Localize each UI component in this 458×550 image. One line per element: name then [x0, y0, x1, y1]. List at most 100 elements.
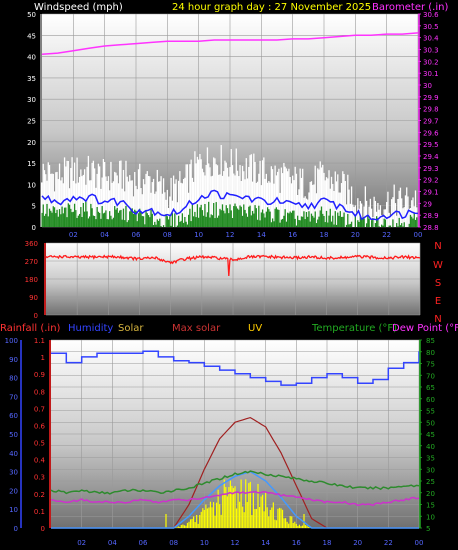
temp-y-tick: 60	[426, 396, 435, 404]
humidity-line	[51, 350, 420, 386]
wind-x-tick: 02	[69, 231, 78, 239]
wind-y-tick: 5	[32, 203, 36, 211]
rain-y-tick: 1.1	[34, 337, 45, 345]
rain-y-tick: 1	[41, 354, 45, 362]
compass-letter: S	[435, 278, 441, 289]
baro-y-tick: 29.7	[423, 118, 439, 126]
humidity-y-tick: 70	[9, 393, 18, 401]
temp-y-tick: 35	[426, 455, 435, 463]
dewpoint-title: Dew Point (°F)	[392, 323, 458, 334]
solar-title: Solar	[118, 323, 144, 334]
wind-x-tick: 16	[288, 231, 297, 239]
humidity-y-tick: 20	[9, 487, 18, 495]
temp-y-tick: 70	[426, 372, 435, 380]
wind-x-tick: 12	[226, 231, 235, 239]
multi-x-tick: 02	[77, 539, 86, 547]
wind-y-tick: 50	[27, 11, 36, 19]
wind-y-tick: 35	[27, 75, 36, 83]
temp-y-tick: 65	[426, 384, 435, 392]
wind-y-tick: 0	[32, 224, 36, 232]
baro-y-tick: 29.4	[423, 153, 439, 161]
temp-y-tick: 40	[426, 443, 435, 451]
rain-y-tick: 0.5	[34, 440, 45, 448]
wind-y-tick: 15	[27, 160, 36, 168]
baro-y-tick: 30.3	[423, 47, 439, 55]
compass-letter: N	[434, 241, 441, 252]
wind-x-tick: 18	[320, 231, 329, 239]
maxsolar-title: Max solar	[172, 323, 221, 334]
temp-y-tick: 30	[426, 466, 435, 474]
wind-y-tick: 40	[27, 54, 36, 62]
multi-x-tick: 06	[139, 539, 148, 547]
direction-y-tick: 0	[34, 312, 38, 320]
temp-y-tick: 85	[426, 337, 435, 345]
wind-y-tick: 25	[27, 118, 36, 126]
rain-y-tick: 0.7	[34, 405, 45, 413]
multi-x-tick: 04	[108, 539, 117, 547]
temperature-line	[50, 470, 420, 495]
humidity-y-tick: 100	[5, 337, 18, 345]
baro-y-tick: 29.1	[423, 189, 439, 197]
wind-speed-line	[41, 189, 419, 221]
humidity-y-tick: 60	[9, 412, 18, 420]
humidity-y-tick: 90	[9, 356, 18, 364]
rain-title: Rainfall (.in)	[0, 323, 61, 334]
compass-letter: W	[433, 260, 443, 271]
temperature-title: Temperature (°F)	[311, 323, 397, 334]
baro-y-tick: 29.6	[423, 129, 439, 137]
wind-panel: Windspeed (mph) 24 hour graph day : 27 N…	[27, 2, 448, 239]
humidity-y-tick: 80	[9, 375, 18, 383]
multi-x-tick: 12	[231, 539, 240, 547]
humidity-y-tick: 0	[14, 525, 18, 533]
rain-y-tick: 0.2	[34, 491, 45, 499]
compass-letter: N	[434, 314, 441, 325]
baro-y-tick: 30.5	[423, 23, 439, 31]
baro-y-tick: 29.2	[423, 177, 439, 185]
temp-y-tick: 80	[426, 349, 435, 357]
rain-y-tick: 0.9	[34, 371, 45, 379]
multi-x-tick: 16	[292, 539, 301, 547]
wind-title: Windspeed (mph)	[34, 2, 123, 13]
wind-x-tick: 00	[414, 231, 423, 239]
humidity-y-tick: 30	[9, 469, 18, 477]
rain-y-tick: 0.6	[34, 422, 46, 430]
uv-title: UV	[248, 323, 262, 334]
temp-y-tick: 45	[426, 431, 435, 439]
multi-x-tick: 08	[169, 539, 178, 547]
multi-x-tick: 10	[200, 539, 209, 547]
baro-y-tick: 30.4	[423, 35, 439, 43]
wind-x-tick: 14	[257, 231, 266, 239]
wind-y-tick: 45	[27, 32, 36, 40]
wind-x-tick: 20	[351, 231, 360, 239]
uv-line	[51, 470, 419, 529]
wind-x-tick: 22	[382, 231, 391, 239]
direction-y-tick: 90	[29, 294, 38, 302]
temp-y-tick: 50	[426, 419, 435, 427]
dew-point-line	[50, 491, 420, 507]
baro-y-tick: 28.9	[423, 212, 439, 220]
baro-y-tick: 29	[423, 200, 432, 208]
multi-x-tick: 20	[353, 539, 362, 547]
wind-x-tick: 06	[132, 231, 141, 239]
wind-y-tick: 20	[27, 139, 36, 147]
baro-y-tick: 30.6	[423, 11, 439, 19]
temp-y-tick: 25	[426, 478, 435, 486]
baro-y-tick: 30	[423, 82, 432, 90]
direction-y-tick: 270	[25, 258, 38, 266]
rain-y-tick: 0.3	[34, 474, 45, 482]
temp-y-tick: 15	[426, 502, 435, 510]
humidity-y-tick: 50	[9, 431, 18, 439]
direction-y-tick: 360	[25, 240, 38, 248]
date-title: 24 hour graph day : 27 November 2025	[172, 2, 371, 13]
baro-y-tick: 30.2	[423, 58, 439, 66]
multi-x-tick: 00	[415, 539, 424, 547]
direction-y-tick: 180	[25, 276, 38, 284]
temp-y-tick: 10	[426, 513, 435, 521]
rain-y-tick: 0.4	[34, 457, 46, 465]
multi-x-tick: 18	[323, 539, 332, 547]
wind-x-tick: 08	[163, 231, 172, 239]
multi-panel: Rainfall (.in) Humidity Solar Max solar …	[0, 323, 458, 547]
temp-y-tick: 5	[426, 525, 430, 533]
baro-y-tick: 29.3	[423, 165, 439, 173]
